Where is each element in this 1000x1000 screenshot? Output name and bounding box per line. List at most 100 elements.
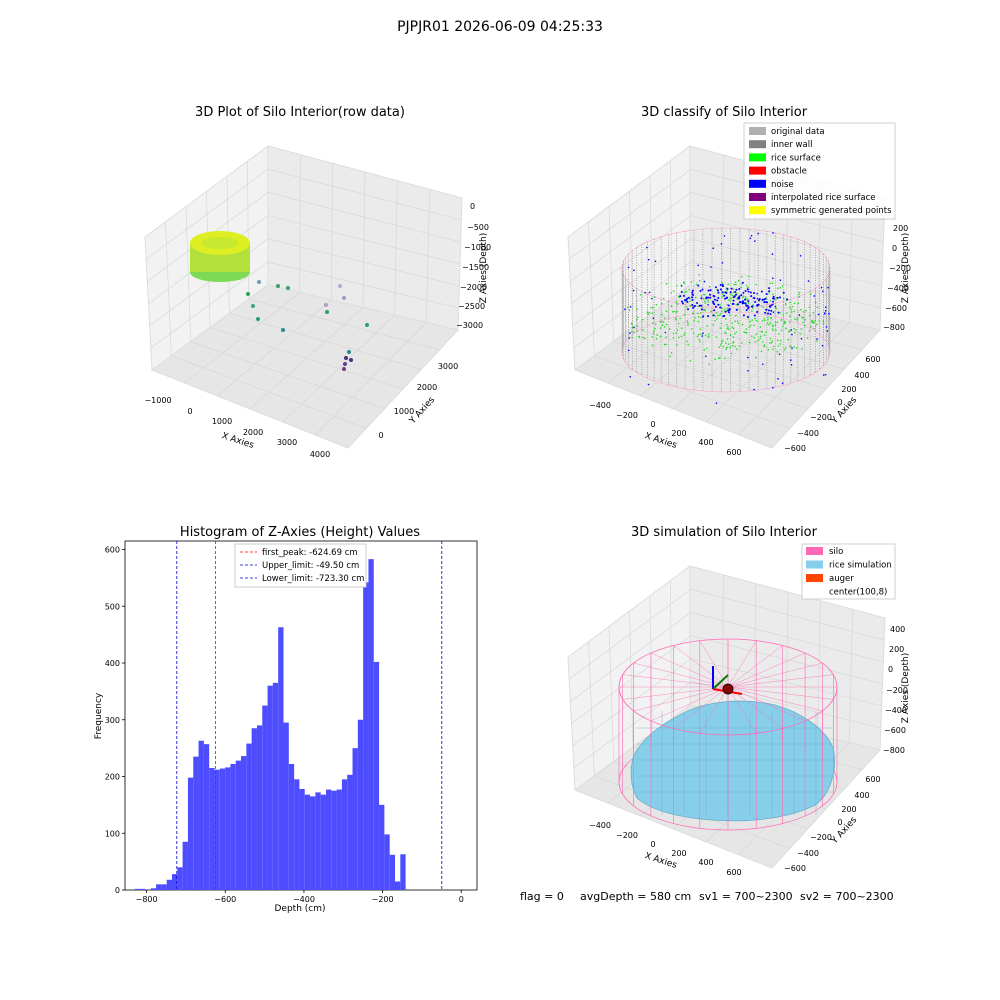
sim-ylabel: Y Axies [829, 815, 859, 847]
sim-legend-swatch [806, 560, 823, 569]
classify-rice-point [631, 336, 633, 339]
classify-rice-point [795, 329, 797, 331]
classify-noise-point [707, 315, 710, 318]
histogram-bar [325, 789, 332, 890]
classify-noise-point [722, 315, 725, 318]
classify-rice-point [719, 344, 722, 346]
classify-rice-point [779, 339, 782, 342]
classify-rice-point [793, 302, 796, 305]
sim-legend-label: rice simulation [829, 561, 892, 571]
classify-noise-point [714, 298, 717, 301]
classify-noise-point [719, 284, 722, 287]
classify-rice-point [726, 324, 728, 326]
sim-ztick: 0 [888, 665, 893, 674]
histogram-xtick-label: −800 [136, 895, 158, 904]
histogram-bar [336, 789, 342, 890]
classify-noise-point [720, 242, 723, 245]
classify-rice-point [800, 308, 802, 311]
classify-noise-point [633, 326, 635, 329]
classify-noise-point [791, 347, 793, 349]
sim-silo-spoke [699, 686, 729, 734]
classify-rice-point [689, 300, 691, 303]
classify-rice-point [738, 345, 741, 347]
sim-xtick: 0 [650, 840, 655, 849]
classify-rice-point [693, 319, 696, 322]
classify-rice-point [767, 316, 769, 319]
classify-rice-point [816, 340, 818, 342]
classify-noise-point [750, 295, 753, 298]
classify-noise-point [826, 330, 829, 332]
classify-rice-point [747, 302, 750, 305]
classify-rice-point [745, 331, 748, 334]
classify-rice-point [628, 309, 631, 311]
raw-ring-inner [202, 237, 238, 249]
classify-rice-point [730, 352, 733, 355]
classify-noise-point [712, 301, 715, 304]
sim-legend-swatch [806, 547, 823, 555]
classify-rice-point [771, 340, 774, 342]
classify-rice-point [772, 293, 774, 295]
sim-silo-spoke [622, 686, 729, 700]
classify-noise-point [824, 309, 827, 312]
sim-xtick: 600 [726, 868, 741, 877]
classify-noise-point [702, 315, 705, 318]
classify-rice-point [783, 348, 786, 351]
status-footer: flag = 0 avgDepth = 580 cm sv1 = 700~230… [520, 890, 894, 903]
sim-silo-wireframe [618, 638, 838, 831]
classify-rice-point [652, 322, 654, 324]
classify-noise-point [691, 291, 694, 294]
classify-rice-point [785, 327, 787, 330]
histogram-bar [171, 874, 178, 890]
classify-rice-point [750, 335, 753, 337]
classify-rice-point [731, 294, 734, 297]
classify-rice-point [737, 279, 740, 282]
histogram-bar [379, 804, 385, 890]
classify-rice-point [761, 341, 764, 343]
classify-rice-point [740, 286, 742, 289]
histogram-bar [235, 760, 242, 890]
classify-noise-point [686, 300, 689, 303]
classify-noise-point [740, 294, 743, 297]
classify-noise-point [745, 309, 748, 312]
classify-rice-point [633, 331, 635, 333]
classify-noise-point [771, 253, 774, 255]
raw-point [286, 286, 290, 290]
classify-noise-point [717, 297, 720, 300]
sim-ytick: −200 [810, 833, 832, 842]
classify-rice-point [760, 350, 763, 353]
sim-silo-spoke [727, 640, 757, 688]
classify-noise-point [709, 293, 712, 296]
classify-noise-point [651, 297, 653, 300]
classify-noise-point [741, 281, 744, 284]
classify-noise-point [721, 283, 724, 286]
histogram-xtick-label: 0 [459, 895, 464, 904]
raw-point [343, 362, 347, 366]
classify-rice-point [663, 317, 666, 320]
classify-rice-point [727, 283, 730, 286]
classify-noise-point [729, 291, 732, 294]
classify-rice-point [726, 346, 728, 349]
classify-legend-label: obstacle [771, 167, 807, 177]
classify-noise-point [750, 234, 753, 237]
flag-text: flag = 0 [520, 890, 564, 903]
classify-rice-point [675, 332, 678, 334]
classify-noise-point [772, 277, 774, 279]
classify-ylabel: Y Axies [829, 395, 859, 427]
classify-rice-point [703, 349, 706, 351]
classify-noise-point [769, 313, 772, 316]
classify-noise-point [761, 363, 764, 366]
histogram-bar [394, 881, 401, 890]
classify-rice-point [793, 310, 796, 313]
classify-noise-point [767, 309, 770, 312]
sim-ytick: −400 [797, 849, 819, 858]
classify-rice-point [780, 319, 783, 321]
classify-rice-point [700, 295, 703, 297]
classify-rice-point [627, 306, 629, 309]
classify-rice-point [729, 314, 731, 317]
classify-noise-point [719, 306, 722, 309]
classify-rice-point [748, 326, 751, 328]
classify-ztick: −600 [885, 304, 907, 313]
classify-rice-point [784, 321, 787, 323]
classify-rice-point [779, 286, 782, 289]
classify-noise-point [763, 298, 766, 301]
